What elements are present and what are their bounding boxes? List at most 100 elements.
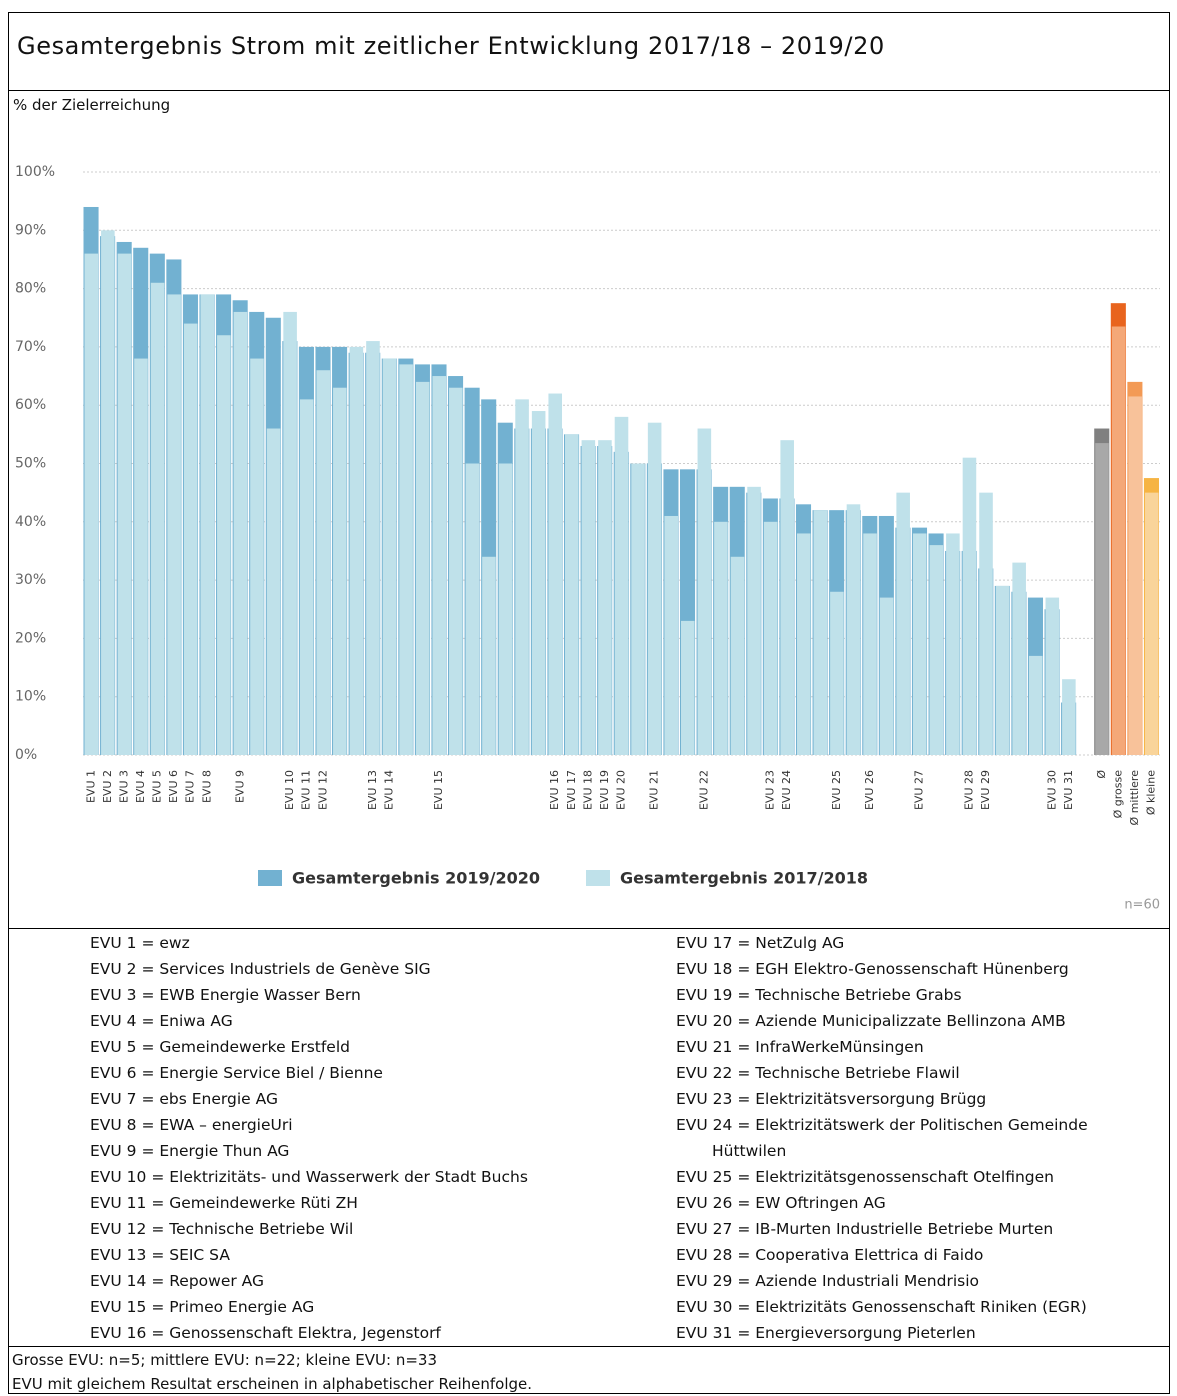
x-tick-label: EVU 19 <box>598 770 611 810</box>
bar <box>763 521 778 755</box>
x-tick-label: EVU 14 <box>383 770 396 810</box>
bar <box>266 428 281 755</box>
x-tick-label: EVU 12 <box>316 770 329 810</box>
bar <box>647 422 662 755</box>
y-tick-label: 10% <box>15 689 46 705</box>
evu-entry: EVU 21 = InfraWerkeMünsingen <box>676 1038 924 1056</box>
evu-entry: EVU 13 = SEIC SA <box>90 1246 230 1264</box>
bar <box>498 463 513 755</box>
x-tick-label: EVU 21 <box>648 770 661 810</box>
bar <box>84 253 99 755</box>
bar <box>631 463 645 755</box>
bar <box>233 311 248 755</box>
bar <box>697 428 712 755</box>
y-tick-label: 0% <box>15 747 37 763</box>
bar <box>548 393 563 755</box>
x-tick-label: EVU 13 <box>366 770 379 810</box>
x-tick-label: EVU 5 <box>151 770 164 803</box>
evu-entry: EVU 6 = Energie Service Biel / Bienne <box>90 1064 383 1082</box>
x-tick-label: EVU 30 <box>1045 770 1058 810</box>
x-tick-label: EVU 18 <box>581 770 594 810</box>
evu-entry: EVU 8 = EWA – energieUri <box>90 1116 293 1134</box>
bar <box>664 515 678 755</box>
bar <box>730 556 745 755</box>
bar <box>432 376 447 755</box>
evu-entry: EVU 7 = ebs Energie AG <box>90 1090 278 1108</box>
evu-list-left: EVU 1 = ewz EVU 2 = Services Industriels … <box>90 930 650 1346</box>
bar <box>680 620 695 755</box>
x-tick-label: EVU 23 <box>764 770 777 810</box>
footnotes: Grosse EVU: n=5; mittlere EVU: n=22; kle… <box>12 1348 532 1396</box>
note: n=60 <box>1124 898 1160 913</box>
x-tick-label: EVU 25 <box>830 770 843 810</box>
bar <box>929 545 944 755</box>
evu-entry: EVU 12 = Technische Betriebe Wil <box>90 1220 354 1238</box>
legend-swatch <box>258 870 282 886</box>
bar <box>200 294 215 755</box>
bar <box>946 533 960 755</box>
x-tick-label: EVU 26 <box>863 770 876 810</box>
bar <box>465 463 480 755</box>
x-tick-label: EVU 6 <box>167 770 180 803</box>
y-tick-label: 70% <box>15 339 46 355</box>
bar <box>614 416 629 755</box>
evu-entry: EVU 19 = Technische Betriebe Grabs <box>676 986 962 1004</box>
x-tick-label: EVU 22 <box>697 770 710 810</box>
evu-entry: EVU 5 = Gemeindewerke Erstfeld <box>90 1038 350 1056</box>
evu-entry: EVU 2 = Services Industriels de Genève S… <box>90 960 431 978</box>
bar <box>962 457 977 755</box>
bar <box>366 341 380 755</box>
x-tick-label: EVU 10 <box>283 770 296 810</box>
evu-entry: EVU 28 = Cooperativa Elettrica di Faido <box>676 1246 984 1264</box>
chart-title: Gesamtergebnis Strom mit zeitlicher Entw… <box>17 32 885 60</box>
x-tick-label: Ø <box>1095 770 1108 779</box>
bar <box>912 533 927 755</box>
bar <box>780 440 794 755</box>
x-tick-label: Ø grosse <box>1112 770 1125 819</box>
evu-entry: EVU 26 = EW Oftringen AG <box>676 1194 886 1212</box>
bar <box>101 230 115 756</box>
bar <box>134 358 148 755</box>
y-axis-label: % der Zielerreichung <box>13 96 171 114</box>
bar <box>349 346 364 755</box>
x-tick-label: EVU 24 <box>780 770 793 810</box>
evu-entry: EVU 1 = ewz <box>90 934 190 952</box>
bar <box>515 399 529 755</box>
bar <box>846 504 861 755</box>
bar <box>150 282 165 755</box>
evu-entry: EVU 27 = IB-Murten Industrielle Betriebe… <box>676 1220 1054 1238</box>
evu-entry: EVU 4 = Eniwa AG <box>90 1012 233 1030</box>
bar <box>399 364 413 755</box>
bar <box>1128 396 1142 755</box>
divider <box>8 90 1170 91</box>
bar <box>796 533 811 755</box>
bar <box>830 591 844 755</box>
bar <box>217 335 231 755</box>
x-tick-label: EVU 28 <box>962 770 975 810</box>
bar <box>316 370 331 755</box>
evu-entry: EVU 3 = EWB Energie Wasser Bern <box>90 986 361 1004</box>
y-tick-label: 50% <box>15 456 46 472</box>
bar <box>333 387 347 755</box>
x-tick-label: EVU 29 <box>979 770 992 810</box>
y-tick-label: 30% <box>15 572 46 588</box>
x-tick-label: EVU 4 <box>134 770 147 803</box>
bar <box>979 492 993 755</box>
y-tick-label: 100% <box>15 164 55 180</box>
x-tick-label: EVU 20 <box>615 770 628 810</box>
evu-entry: EVU 17 = NetZulg AG <box>676 934 845 952</box>
evu-entry: EVU 9 = Energie Thun AG <box>90 1142 290 1160</box>
evu-entry: EVU 14 = Repower AG <box>90 1272 265 1290</box>
bar <box>598 440 612 755</box>
bar <box>747 486 761 755</box>
bar <box>117 253 132 755</box>
bar <box>863 533 877 755</box>
evu-entry: EVU 25 = Elektrizitätsgenossenschaft Ote… <box>676 1168 1054 1186</box>
bar <box>714 521 728 755</box>
evu-entry: EVU 18 = EGH Elektro-Genossenschaft Hüne… <box>676 960 1069 978</box>
legend-label: Gesamtergebnis 2019/2020 <box>292 869 540 888</box>
evu-entry: EVU 31 = Energieversorgung Pieterlen <box>676 1324 976 1342</box>
bar <box>1144 492 1159 755</box>
bar <box>1012 562 1026 755</box>
x-tick-label: Ø kleine <box>1145 770 1158 815</box>
